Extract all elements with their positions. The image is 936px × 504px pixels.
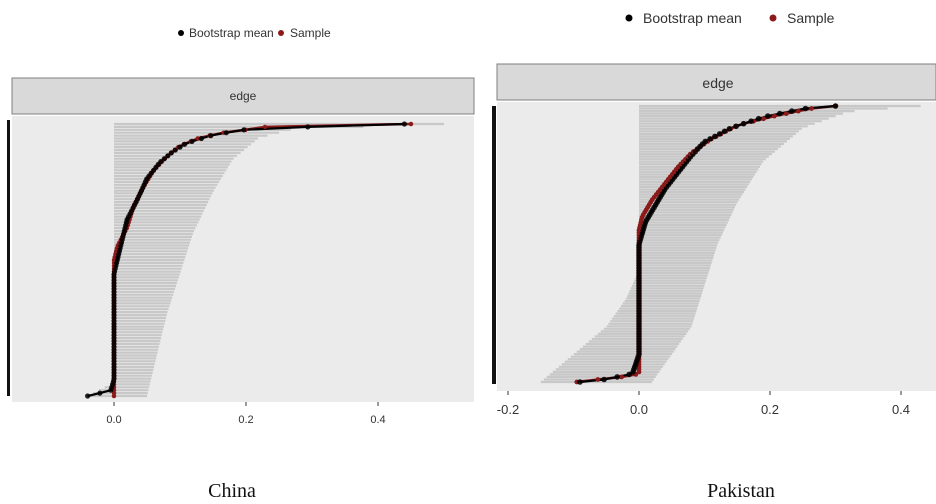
plot-panel-pakistan <box>497 102 936 391</box>
legend-marker-bootstrap-mean <box>625 14 633 22</box>
facet-strip-label-pakistan: edge <box>702 75 733 91</box>
bootstrap-mean-point-84 <box>168 150 174 156</box>
legend-label-bootstrap-mean: Bootstrap mean <box>189 26 274 40</box>
bootstrap-mean-point-83 <box>165 153 171 159</box>
bootstrap-mean-point-108 <box>802 105 809 112</box>
bootstrap-mean-point-94 <box>401 121 407 127</box>
sample-point-93 <box>262 124 268 130</box>
x-tick-label-pakistan-0: -0.2 <box>497 402 519 417</box>
bootstrap-mean-point-109 <box>832 103 839 109</box>
x-tick-label-pakistan-2: 0.2 <box>761 402 779 417</box>
bootstrap-mean-point-88 <box>189 138 195 144</box>
bootstrap-mean-point-2 <box>614 374 620 380</box>
bootstrap-mean-point-97 <box>712 133 718 140</box>
bootstrap-mean-point-107 <box>789 108 795 114</box>
bootstrap-mean-point-99 <box>721 128 728 135</box>
sample-point-2 <box>619 374 624 380</box>
bootstrap-mean-point-0 <box>85 393 91 399</box>
legend-marker-bootstrap-mean <box>178 30 184 36</box>
x-tick-label-china-2: 0.4 <box>370 414 385 426</box>
legend-label-sample: Sample <box>290 26 331 40</box>
bootstrap-mean-point-106 <box>777 110 783 117</box>
sample-point-106 <box>783 111 789 116</box>
chart-pakistan: Bootstrap mean Sample edge -0.2 0.0 0.2 … <box>492 10 936 502</box>
y-axis-bar-pakistan <box>492 106 496 384</box>
sample-point-1 <box>595 377 601 382</box>
legend-china: Bootstrap mean Sample <box>178 26 331 40</box>
sample-point-105 <box>771 113 777 119</box>
bootstrap-mean-point-85 <box>172 147 178 153</box>
sample-point-107 <box>796 108 801 114</box>
bootstrap-mean-point-1 <box>97 390 103 396</box>
bootstrap-mean-point-102 <box>740 120 747 127</box>
bootstrap-mean-point-86 <box>177 144 183 150</box>
x-tick-label-china-0: 0.0 <box>106 414 121 426</box>
caption-pakistan: Pakistan <box>707 480 775 502</box>
x-tick-label-pakistan-1: 0.0 <box>630 402 648 417</box>
x-axis-pakistan: -0.2 0.0 0.2 0.4 <box>497 391 910 417</box>
x-axis-china: 0.0 0.2 0.4 <box>106 402 386 426</box>
caption-china: China <box>208 480 256 502</box>
legend-marker-sample <box>278 30 284 36</box>
bootstrap-mean-point-93 <box>305 124 311 130</box>
sample-point-89 <box>195 136 200 141</box>
facet-strip-label-china: edge <box>230 89 257 103</box>
bootstrap-mean-point-89 <box>198 135 204 142</box>
marks-pakistan <box>540 103 921 385</box>
bootstrap-mean-point-98 <box>716 131 723 137</box>
x-tick-label-china-1: 0.2 <box>238 414 253 426</box>
y-axis-bar-china <box>7 120 10 396</box>
legend-label-bootstrap-mean: Bootstrap mean <box>643 10 742 26</box>
bootstrap-mean-point-105 <box>765 113 771 119</box>
bootstrap-mean-point-81 <box>158 159 164 165</box>
marks-china <box>85 121 444 399</box>
facet-strip-pakistan <box>496 63 936 101</box>
legend-marker-sample <box>769 14 777 22</box>
chart-china: Bootstrap mean Sample edge 0.0 0.2 0.4 C… <box>7 26 475 502</box>
bootstrap-mean-point-82 <box>161 156 167 162</box>
bootstrap-mean-point-103 <box>748 118 754 124</box>
facet-strip-china <box>11 77 475 115</box>
plot-panel-china <box>12 116 474 402</box>
bootstrap-mean-point-92 <box>241 127 247 133</box>
legend-label-sample: Sample <box>787 10 835 26</box>
bootstrap-mean-point-95 <box>702 138 709 145</box>
legend-pakistan: Bootstrap mean Sample <box>625 10 835 26</box>
bootstrap-mean-point-96 <box>707 136 713 142</box>
bootstrap-mean-point-100 <box>726 126 733 132</box>
bootstrap-mean-point-101 <box>733 123 739 130</box>
sample-point-94 <box>408 121 414 127</box>
x-tick-label-pakistan-3: 0.4 <box>892 402 910 417</box>
bootstrap-mean-point-1 <box>601 376 607 383</box>
bootstrap-mean-point-87 <box>182 141 188 147</box>
sample-point-104 <box>761 116 766 122</box>
bootstrap-mean-point-90 <box>208 133 214 139</box>
bootstrap-mean-point-0 <box>577 379 583 385</box>
sample-point-108 <box>809 106 814 111</box>
bootstrap-mean-point-104 <box>755 115 762 122</box>
bootstrap-mean-point-91 <box>223 130 229 136</box>
